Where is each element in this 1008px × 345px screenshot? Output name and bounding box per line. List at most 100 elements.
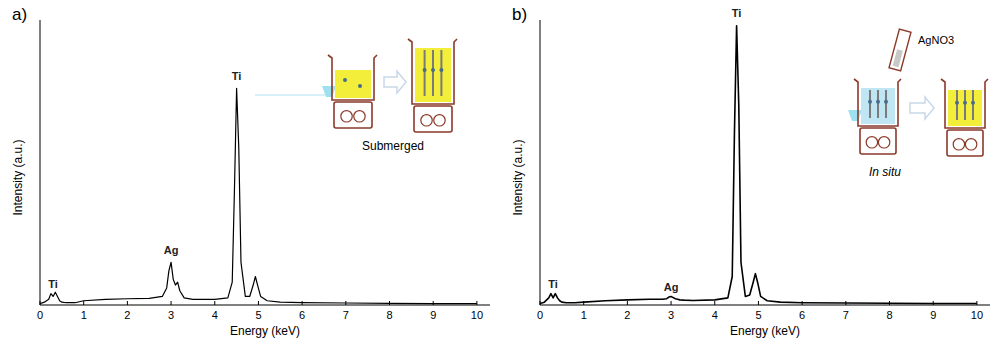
x-axis (40, 305, 490, 306)
knob (354, 111, 365, 122)
hotplate (334, 102, 372, 128)
x-tick-label: 2 (124, 309, 130, 321)
x-tick-label: 3 (668, 309, 674, 321)
x-tick-label: 3 (168, 309, 174, 321)
x-tick-label: 9 (430, 309, 436, 321)
liquid (861, 88, 895, 124)
spectrum-line (40, 88, 477, 303)
sample-dot (343, 78, 347, 82)
x-tick (127, 301, 128, 305)
x-tick-label: 1 (581, 309, 587, 321)
x-tick-label: 1 (81, 309, 87, 321)
sample-dot (439, 68, 443, 72)
peak-label: Ti (232, 70, 242, 82)
reagent-label: AgNO3 (918, 34, 954, 46)
arrow (910, 97, 934, 119)
beaker (854, 79, 901, 126)
x-tick-label: 5 (755, 309, 761, 321)
panel: b)012345678910Energy (keV)Intensity (a.u… (511, 5, 990, 338)
sample (972, 90, 974, 120)
x-tick-label: 6 (799, 309, 805, 321)
knob (953, 139, 964, 150)
peak-label: Ti (48, 278, 58, 290)
knob (421, 115, 432, 126)
liquid (335, 70, 371, 98)
x-tick-label: 5 (255, 309, 261, 321)
x-tick-label: 0 (37, 309, 43, 321)
light-ray (255, 94, 325, 96)
vial (889, 29, 911, 71)
x-axis (540, 305, 990, 306)
knob (965, 139, 976, 150)
vial-liquid (893, 49, 903, 67)
ultrasound (322, 86, 336, 97)
sample-dot (431, 68, 435, 72)
sample-dot (971, 101, 975, 105)
sample-dot (884, 100, 888, 104)
x-tick-label: 2 (624, 309, 630, 321)
peak-label: Ti (732, 7, 742, 19)
sample (869, 90, 871, 118)
beaker (328, 55, 377, 100)
panel: a)012345678910Energy (keV)Intensity (a.u… (11, 5, 490, 338)
inset: AgNO3 In situ (848, 29, 988, 179)
sample-dot (423, 68, 427, 72)
arrow (384, 71, 406, 93)
x-tick (171, 301, 172, 305)
sample-dot (358, 84, 362, 88)
x-axis-title: Energy (keV) (730, 324, 800, 338)
ultrasound (848, 110, 862, 121)
knob (341, 111, 352, 122)
x-tick-label: 7 (843, 309, 849, 321)
x-tick-label: 10 (471, 309, 483, 321)
figure: a)012345678910Energy (keV)Intensity (a.u… (0, 0, 1008, 345)
sample (424, 50, 426, 96)
x-tick (214, 301, 215, 305)
inset-caption: Submerged (362, 139, 424, 153)
sample (877, 90, 879, 118)
sample-dot (876, 100, 880, 104)
x-tick-label: 10 (971, 309, 983, 321)
inset: Submerged (255, 39, 457, 153)
knob (434, 115, 445, 126)
y-axis (40, 20, 41, 305)
x-tick (627, 301, 628, 305)
peak-label: Ti (548, 278, 558, 290)
y-axis-title: Intensity (a.u.) (511, 139, 525, 215)
x-tick (258, 301, 259, 305)
y-axis (540, 20, 541, 305)
x-tick-label: 8 (386, 309, 392, 321)
peak-label: Ag (164, 244, 179, 256)
sample (440, 50, 442, 96)
spectrum-line (540, 26, 977, 304)
sample-dot (955, 101, 959, 105)
x-tick-label: 6 (299, 309, 305, 321)
x-tick-label: 8 (886, 309, 892, 321)
sample (956, 90, 958, 120)
knob (866, 137, 877, 148)
sample-dot (868, 100, 872, 104)
x-tick-label: 4 (212, 309, 218, 321)
plot-area (40, 88, 477, 303)
sample-dot (963, 101, 967, 105)
hotplate (947, 130, 983, 156)
sample (964, 90, 966, 120)
x-tick-label: 0 (537, 309, 543, 321)
x-tick (758, 301, 759, 305)
knob (878, 137, 889, 148)
liquid (415, 48, 451, 102)
hotplate (860, 128, 896, 154)
sample (432, 50, 434, 96)
y-axis-title: Intensity (a.u.) (11, 139, 25, 215)
x-tick-label: 4 (712, 309, 718, 321)
x-tick (714, 301, 715, 305)
inset-caption: In situ (869, 165, 901, 179)
x-tick (671, 301, 672, 305)
beaker (408, 39, 457, 104)
panel-letter: b) (512, 5, 527, 24)
beaker (941, 79, 988, 128)
x-tick-label: 7 (343, 309, 349, 321)
hotplate (414, 106, 452, 132)
liquid (948, 90, 982, 126)
x-axis-title: Energy (keV) (230, 324, 300, 338)
